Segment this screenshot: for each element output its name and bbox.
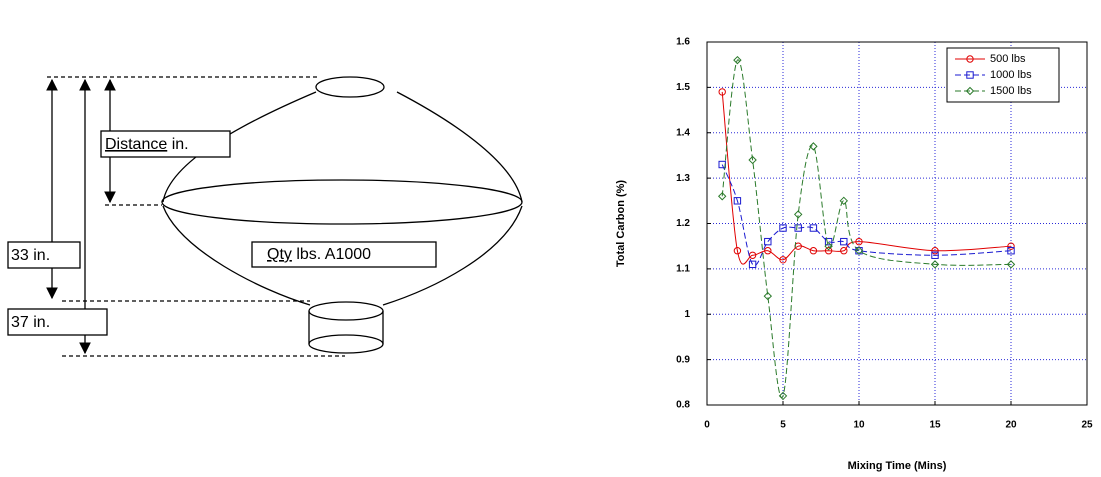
marker-square [764, 237, 772, 246]
y-tick-label: 1.5 [676, 82, 690, 93]
series-line [721, 91, 1012, 265]
marker-diamond [824, 241, 833, 251]
x-tick-label: 25 [1081, 420, 1093, 431]
legend-label: 500 lbs [990, 53, 1026, 65]
marker-circle [764, 247, 772, 255]
marker-circle [809, 247, 818, 255]
marker-diamond [778, 391, 788, 401]
marker-diamond [733, 55, 742, 65]
marker-square [840, 237, 848, 246]
marker-circle [824, 247, 833, 255]
y-tick-label: 0.8 [676, 400, 690, 411]
legend-marker [966, 55, 974, 63]
legend-marker [965, 86, 975, 96]
marker-square [931, 251, 939, 259]
x-tick-label: 5 [780, 420, 786, 431]
marker-diamond [793, 210, 803, 219]
marker-square [779, 224, 787, 232]
y-axis-title: Total Carbon (%) [615, 180, 627, 268]
marker-square [809, 224, 818, 232]
marker-circle [931, 247, 939, 255]
marker-diamond [1006, 260, 1016, 269]
marker-circle [1007, 242, 1015, 250]
y-tick-label: 1.2 [676, 218, 690, 229]
height-37-label: 37 in. [11, 314, 50, 331]
x-tick-label: 20 [1005, 420, 1017, 431]
marker-diamond [930, 260, 940, 269]
marker-circle [779, 256, 787, 264]
marker-square [794, 224, 802, 232]
x-tick-label: 15 [929, 420, 941, 431]
marker-diamond [763, 291, 773, 301]
marker-square [824, 237, 833, 246]
x-axis-title: Mixing Time (Mins) [848, 460, 947, 472]
chart: 0 5 10 15 20 25 0.8 0.9 1 1.1 1.2 1.3 1.4 1.5 1.6 Mixin… [615, 37, 1093, 472]
qty-label: Qty lbs. A1000 [267, 246, 371, 263]
y-tick-label: 1.6 [676, 37, 690, 48]
x-tick-label: 10 [853, 420, 865, 431]
hopper-diagram [7, 76, 523, 357]
distance-label: Distance in. [105, 136, 189, 153]
series-line [721, 59, 1012, 399]
series-line [721, 164, 1012, 267]
diagram-labels: Distance in. Qty lbs. A1000 33 in. 37 in… [11, 136, 371, 331]
y-tick-label: 0.9 [676, 354, 690, 365]
marker-square [733, 197, 742, 205]
y-tick-label: 1.4 [676, 127, 690, 138]
marker-square [1007, 247, 1015, 255]
marker-diamond [854, 246, 864, 255]
height-33-label: 33 in. [11, 247, 50, 264]
y-tick-label: 1.1 [676, 264, 690, 275]
marker-diamond [717, 192, 727, 201]
legend-marker [966, 71, 974, 79]
plot-frame [706, 41, 1088, 406]
y-tick-label: 1.3 [676, 173, 690, 184]
marker-diamond [839, 196, 849, 206]
y-tick-label: 1 [684, 309, 690, 320]
marker-circle [733, 247, 742, 255]
legend-label: 1000 lbs [990, 69, 1032, 81]
marker-diamond [748, 155, 757, 165]
marker-circle [855, 237, 863, 246]
marker-circle [718, 88, 726, 96]
x-tick-label: 0 [704, 420, 710, 431]
marker-circle [840, 247, 848, 255]
legend-label: 1500 lbs [990, 85, 1032, 97]
marker-diamond [809, 142, 818, 151]
marker-square [748, 260, 757, 269]
